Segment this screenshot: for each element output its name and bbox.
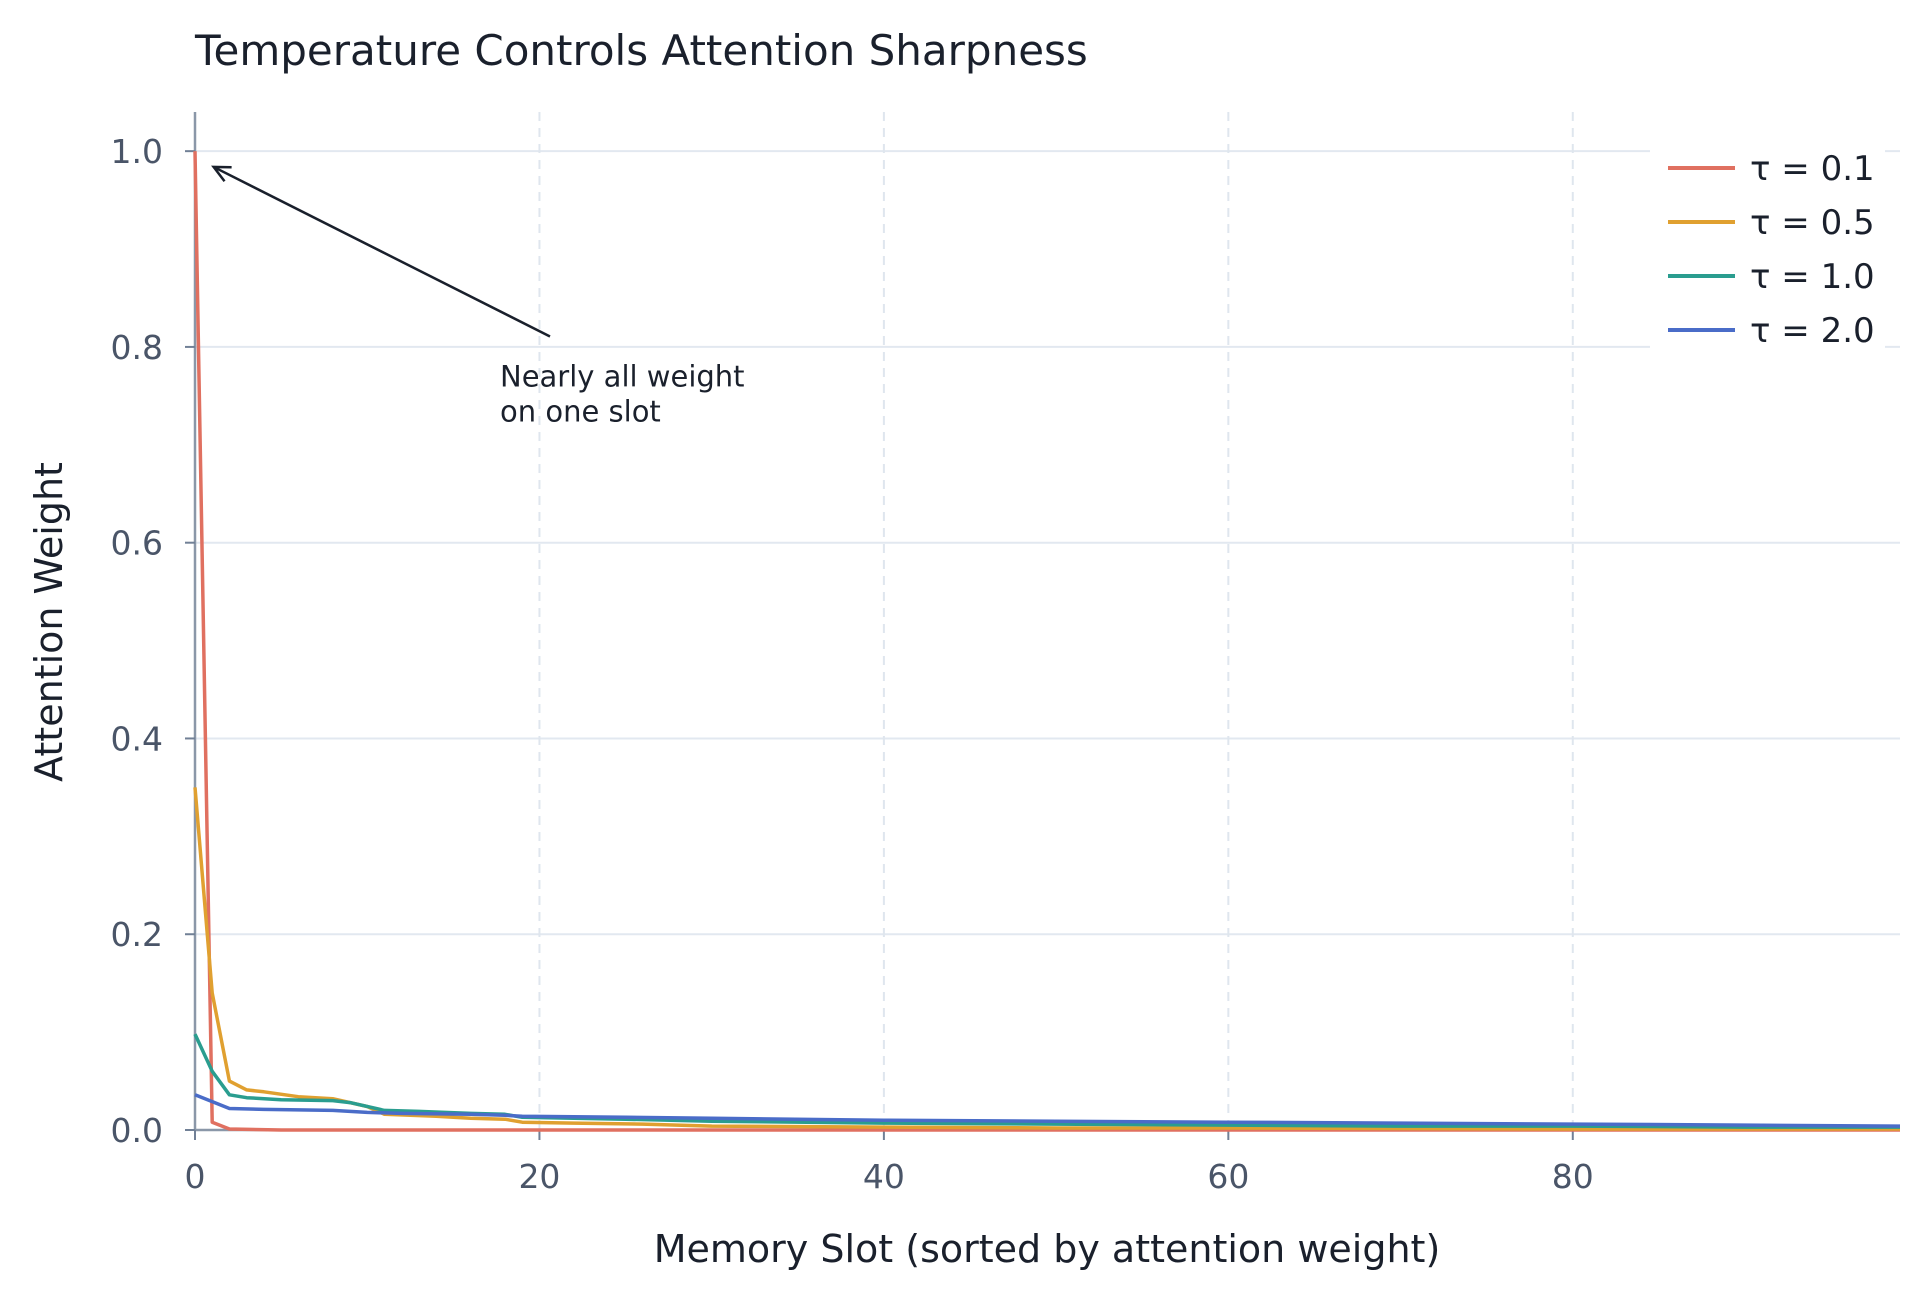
x-axis-ticks: 0 20 40 60 80 xyxy=(185,1130,1594,1196)
axes xyxy=(193,112,1900,1132)
y-tick-label: 0.2 xyxy=(111,915,163,954)
annotation-arrow xyxy=(213,165,551,338)
x-tick-label: 60 xyxy=(1207,1157,1249,1196)
legend-box xyxy=(1650,140,1885,355)
y-tick-label: 0.0 xyxy=(111,1111,163,1150)
y-tick-label: 1.0 xyxy=(111,132,163,171)
x-axis-title: Memory Slot (sorted by attention weight) xyxy=(654,1227,1441,1271)
grid xyxy=(195,112,1900,1130)
x-tick-label: 40 xyxy=(863,1157,905,1196)
legend-label: τ = 1.0 xyxy=(1750,257,1875,297)
x-tick-label: 20 xyxy=(518,1157,560,1196)
annotation-arrowhead xyxy=(211,165,232,183)
series-line-3 xyxy=(194,1093,1901,1128)
series-lines xyxy=(193,151,1901,1132)
x-tick-label: 80 xyxy=(1552,1157,1594,1196)
legend: τ = 0.1 τ = 0.5 τ = 1.0 τ = 2.0 xyxy=(1650,140,1885,355)
annotation-text: Nearly all weight xyxy=(500,360,745,394)
series-line-1 xyxy=(193,787,1900,1131)
legend-label: τ = 0.5 xyxy=(1750,203,1875,243)
x-tick-label: 0 xyxy=(185,1157,206,1196)
y-axis-ticks: 0.0 0.2 0.4 0.6 0.8 1.0 xyxy=(111,132,195,1150)
series-line-0 xyxy=(193,151,1900,1132)
y-tick-label: 0.6 xyxy=(111,524,163,563)
chart-title: Temperature Controls Attention Sharpness xyxy=(194,26,1088,75)
legend-label: τ = 0.1 xyxy=(1750,149,1875,189)
annotation-text: on one slot xyxy=(500,395,661,429)
y-tick-label: 0.4 xyxy=(111,719,163,758)
legend-label: τ = 2.0 xyxy=(1750,311,1875,351)
y-tick-label: 0.8 xyxy=(111,328,163,367)
y-axis-title: Attention Weight xyxy=(27,462,71,782)
